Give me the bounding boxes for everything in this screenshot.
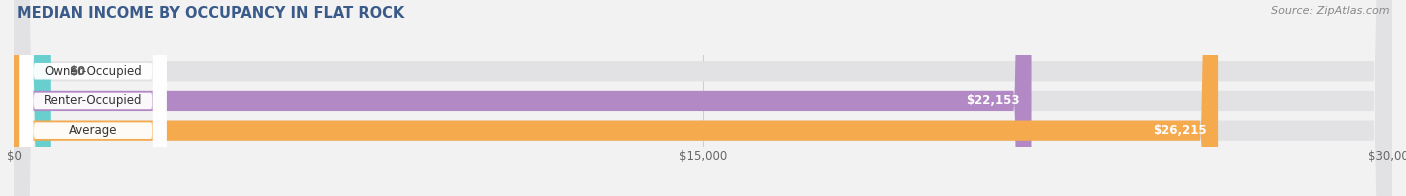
FancyBboxPatch shape (14, 0, 1032, 196)
FancyBboxPatch shape (20, 0, 166, 196)
Text: $26,215: $26,215 (1153, 124, 1206, 137)
Text: Owner-Occupied: Owner-Occupied (44, 65, 142, 78)
FancyBboxPatch shape (14, 0, 1392, 196)
FancyBboxPatch shape (14, 0, 1392, 196)
Text: $22,153: $22,153 (966, 94, 1019, 107)
FancyBboxPatch shape (14, 0, 1218, 196)
Text: Renter-Occupied: Renter-Occupied (44, 94, 142, 107)
Text: MEDIAN INCOME BY OCCUPANCY IN FLAT ROCK: MEDIAN INCOME BY OCCUPANCY IN FLAT ROCK (17, 6, 404, 21)
Text: Source: ZipAtlas.com: Source: ZipAtlas.com (1271, 6, 1389, 16)
FancyBboxPatch shape (20, 0, 166, 196)
FancyBboxPatch shape (20, 0, 166, 196)
Text: $0: $0 (69, 65, 86, 78)
Text: Average: Average (69, 124, 117, 137)
FancyBboxPatch shape (14, 0, 51, 196)
FancyBboxPatch shape (14, 0, 1392, 196)
